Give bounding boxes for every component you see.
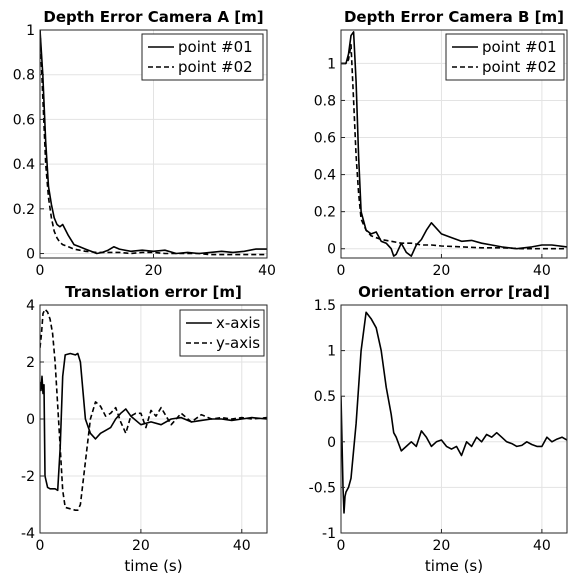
legend-label: x-axis [216, 314, 261, 332]
axes-box [340, 29, 568, 259]
x-tick-label: 0 [36, 263, 45, 279]
legend: x-axis y-axis [179, 309, 265, 357]
y-tick-label: 4 [26, 298, 35, 314]
series-group [40, 308, 267, 512]
y-tick-label: 0.8 [314, 93, 336, 109]
y-tick-label: 0 [327, 242, 336, 258]
plot-area [341, 305, 567, 533]
legend-label: point #01 [482, 38, 557, 56]
y-tick-label: 2 [26, 355, 35, 371]
x-tick-label: 0 [337, 263, 346, 279]
y-tick-label: 0.2 [314, 205, 336, 221]
axes-box [340, 304, 568, 534]
y-tick-label: -1 [322, 526, 336, 542]
y-tick-label: 0 [327, 435, 336, 451]
y-tick-label: 1.5 [314, 298, 336, 314]
series-group [341, 31, 567, 257]
x-tick-label: 20 [145, 263, 163, 279]
y-tick-label: 0.8 [13, 68, 35, 84]
y-tick-label: 1 [327, 56, 336, 72]
x-tick-label: 40 [533, 538, 551, 554]
legend-box [445, 33, 565, 81]
y-tick-label: 0.4 [314, 168, 336, 184]
x-tick-label: 0 [337, 538, 346, 554]
series-line-point-01 [40, 30, 267, 255]
y-tick-label: 0 [26, 412, 35, 428]
series-group [341, 311, 567, 514]
y-tick-label: 0.6 [13, 112, 35, 128]
legend-label: point #01 [178, 38, 253, 56]
legend-label: y-axis [216, 334, 260, 352]
chart-panel-1: 0 20 40 0 0.2 0.4 0.6 0.8 1 Depth Error Camera A … [13, 8, 276, 279]
x-axis-label: time (s) [425, 557, 483, 575]
chart-title: Depth Error Camera B [m] [344, 8, 564, 26]
series-line-1 [341, 311, 567, 514]
x-tick-label: 20 [132, 538, 150, 554]
series-line-x-axis [40, 352, 267, 492]
chart-panel-2: 0 20 40 0 0.2 0.4 0.6 0.8 1 Depth Error Camera B … [314, 8, 568, 279]
x-tick-label: 40 [233, 538, 251, 554]
y-tick-label: 0.6 [314, 131, 336, 147]
series-group [40, 30, 267, 256]
y-tick-label: -0.5 [309, 480, 336, 496]
chart-title: Depth Error Camera A [m] [43, 8, 263, 26]
legend: point #01 point #02 [445, 33, 565, 81]
y-tick-label: 1 [327, 344, 336, 360]
y-tick-label: 0.4 [13, 157, 35, 173]
legend-label: point #02 [482, 58, 557, 76]
chart-panel-3: 0 20 40 -4 -2 0 2 4 Translation error [m] time (s… [21, 283, 268, 575]
chart-title: Translation error [m] [65, 283, 242, 301]
y-tick-label: 1 [26, 23, 35, 39]
legend-box [141, 33, 264, 81]
series-line-y-axis [40, 308, 267, 512]
series-line-point-02 [40, 30, 267, 256]
legend-label: point #02 [178, 58, 253, 76]
x-tick-label: 40 [258, 263, 276, 279]
series-line-point-02 [341, 43, 567, 250]
legend: point #01 point #02 [141, 33, 264, 81]
x-tick-label: 0 [36, 538, 45, 554]
x-tick-label: 40 [533, 263, 551, 279]
series-line-point-01 [341, 31, 567, 257]
y-tick-label: -2 [21, 469, 35, 485]
y-tick-label: -4 [21, 526, 35, 542]
legend-box [179, 309, 265, 357]
x-tick-label: 20 [433, 263, 451, 279]
chart-title: Orientation error [rad] [358, 283, 550, 301]
y-tick-label: 0.5 [314, 389, 336, 405]
chart-panel-4: 0 20 40 -1 -0.5 0 0.5 1 1.5 Orientation error [ra… [309, 283, 568, 575]
y-tick-label: 0.2 [13, 202, 35, 218]
x-tick-label: 20 [433, 538, 451, 554]
y-tick-label: 0 [26, 247, 35, 263]
x-axis-label: time (s) [124, 557, 182, 575]
